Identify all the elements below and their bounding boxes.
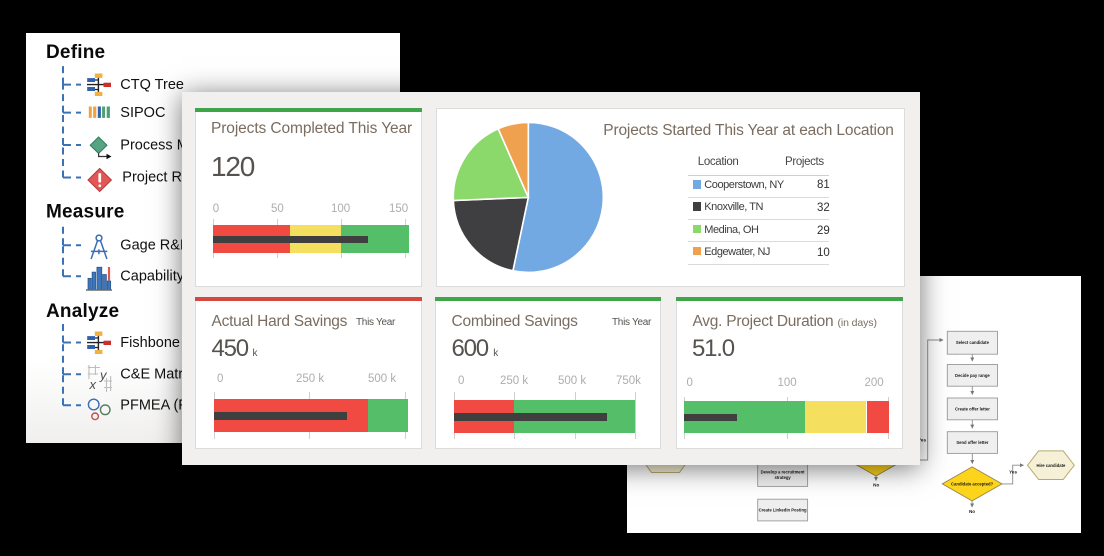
svg-text:Gage R&R: Gage R&R	[120, 238, 190, 254]
svg-text:Yes: Yes	[1009, 470, 1017, 475]
svg-text:y: y	[99, 368, 108, 383]
svg-text:CTQ Tree: CTQ Tree	[120, 77, 184, 93]
svg-text:Capability: Capability	[120, 269, 184, 285]
svg-text:Decide pay range: Decide pay range	[955, 373, 990, 378]
svg-text:Send offer letter: Send offer letter	[956, 440, 988, 445]
svg-text:Yes: Yes	[918, 438, 926, 443]
svg-text:No: No	[873, 483, 879, 488]
svg-text:Create offer letter: Create offer letter	[955, 406, 990, 411]
svg-text:Candidate accepted?: Candidate accepted?	[951, 482, 994, 487]
svg-text:Define: Define	[46, 42, 105, 63]
svg-text:SIPOC: SIPOC	[120, 105, 165, 121]
svg-text:Select candidate: Select candidate	[956, 340, 990, 345]
svg-text:Create LinkedIn Posting: Create LinkedIn Posting	[759, 508, 807, 513]
svg-text:x: x	[89, 377, 97, 392]
svg-text:No: No	[969, 509, 975, 514]
svg-text:strategy: strategy	[774, 475, 791, 480]
svg-text:Develop a recruitment: Develop a recruitment	[761, 470, 806, 475]
svg-text:Fishbone: Fishbone	[120, 335, 180, 351]
svg-text:Measure: Measure	[46, 201, 125, 222]
svg-text:Hire candidate: Hire candidate	[1036, 463, 1066, 468]
svg-text:Analyze: Analyze	[46, 301, 119, 322]
svg-text:C&E Matrix: C&E Matrix	[120, 367, 194, 383]
